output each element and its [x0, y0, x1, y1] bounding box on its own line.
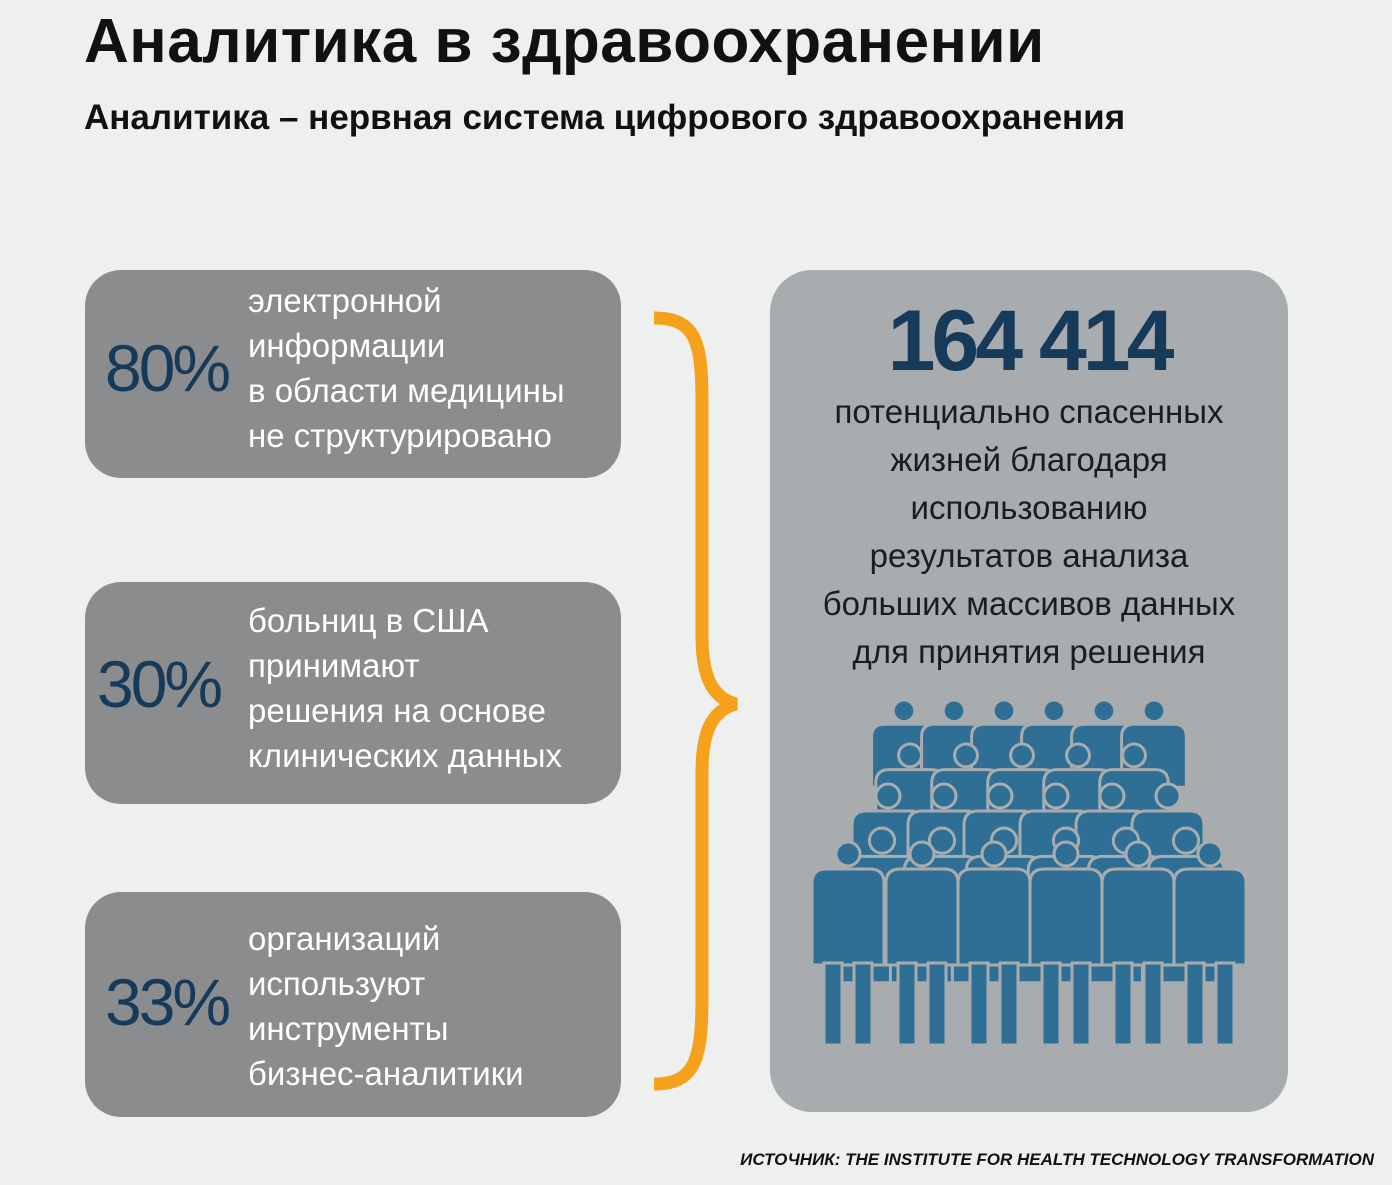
highlight-line: использованию: [910, 489, 1148, 526]
stat-card-unstructured: 80% электронной информации в области мед…: [85, 270, 621, 478]
source-note: ИСТОЧНИК: THE INSTITUTE FOR HEALTH TECHN…: [740, 1150, 1374, 1169]
stat-value: 30%: [97, 647, 223, 721]
highlight-line: для принятия решения: [852, 633, 1206, 670]
stat-value: 80%: [105, 331, 231, 405]
highlight-line: жизней благодаря: [890, 441, 1168, 478]
stat-line: клинических данных: [248, 737, 563, 774]
highlight-line: больших массивов данных: [822, 585, 1236, 622]
stat-line: организаций: [248, 920, 441, 957]
stat-line: принимают: [248, 647, 420, 684]
stat-line: больниц в США: [248, 602, 489, 639]
stat-line: используют: [248, 965, 426, 1002]
person-icon: [1028, 840, 1104, 1047]
page-subtitle: Аналитика – нервная система цифрового зд…: [84, 98, 1126, 137]
person-icon: [810, 840, 886, 1047]
stat-description: электронной информации в области медицин…: [248, 278, 565, 458]
crowd-people-icon: [810, 698, 1248, 1047]
person-icon: [1100, 840, 1176, 1047]
stat-line: в области медицины: [248, 372, 565, 409]
stat-card-organizations: 33% организаций используют инструменты б…: [85, 892, 621, 1117]
highlight-card: 164 414 потенциально спасенных жизней бл…: [770, 270, 1288, 1112]
stat-description: организаций используют инструменты бизне…: [248, 916, 524, 1096]
curly-brace-icon: [653, 311, 739, 1091]
person-icon: [884, 840, 960, 1047]
stat-card-hospitals: 30% больниц в США принимают решения на о…: [85, 582, 621, 804]
highlight-line: потенциально спасенных: [834, 393, 1224, 430]
stat-line: информации: [248, 327, 446, 364]
stat-line: инструменты: [248, 1010, 449, 1047]
lives-saved-number: 164 414: [887, 293, 1175, 389]
stat-line: решения на основе: [248, 692, 546, 729]
stat-value: 33%: [105, 965, 231, 1039]
page-title: Аналитика в здравоохранении: [84, 7, 1045, 76]
stat-line: бизнес-аналитики: [248, 1055, 524, 1092]
stat-line: не структурировано: [248, 417, 552, 454]
stat-description: больниц в США принимают решения на основ…: [248, 598, 562, 778]
person-icon: [956, 840, 1032, 1047]
highlight-line: результатов анализа: [869, 537, 1189, 574]
stat-line: электронной: [248, 282, 442, 319]
highlight-description: потенциально спасенных жизней благодаря …: [770, 388, 1288, 676]
person-icon: [1172, 840, 1248, 1047]
